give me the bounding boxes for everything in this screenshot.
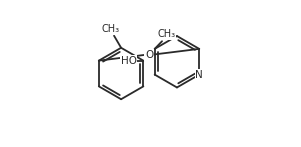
- Text: HO: HO: [121, 56, 137, 66]
- Text: CH₃: CH₃: [102, 24, 120, 34]
- Text: N: N: [195, 70, 203, 80]
- Text: O: O: [145, 50, 153, 60]
- Text: CH₃: CH₃: [157, 29, 175, 40]
